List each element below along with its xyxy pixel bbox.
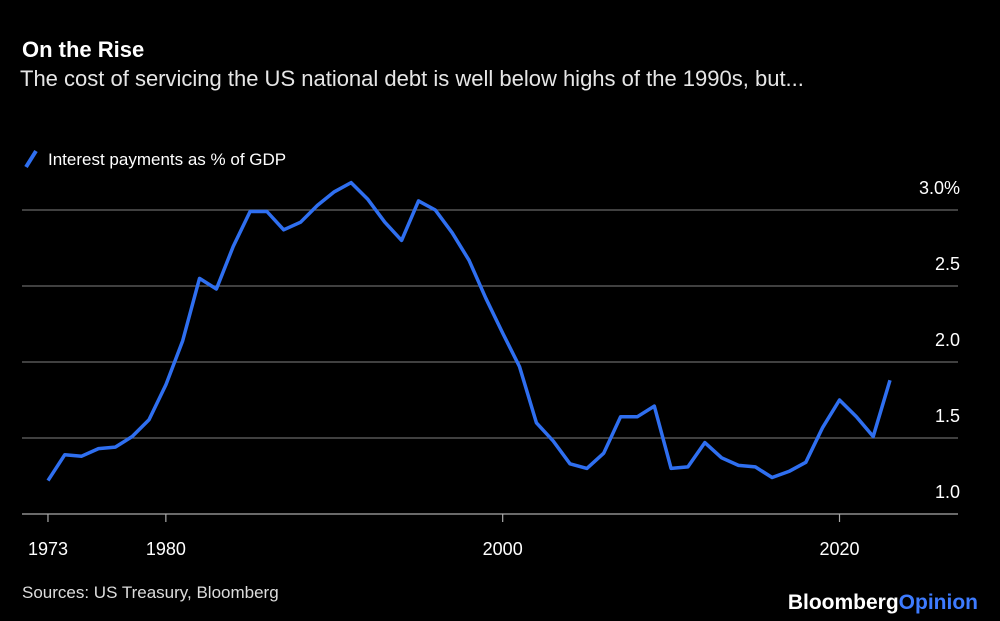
legend-swatch	[24, 149, 38, 169]
x-tick-label: 2000	[483, 539, 523, 559]
y-tick-label: 3.0%	[919, 178, 960, 198]
y-tick-label: 2.5	[935, 254, 960, 274]
logo-brand: Bloomberg	[788, 591, 899, 614]
legend-label: Interest payments as % of GDP	[48, 150, 286, 169]
y-tick-label: 2.0	[935, 330, 960, 350]
series-line	[46, 180, 892, 482]
y-tick-label: 1.5	[935, 406, 960, 426]
subtitle-box: The cost of servicing the US national de…	[20, 66, 804, 91]
x-tick-label: 1973	[28, 539, 68, 559]
y-tick-label: 1.0	[935, 482, 960, 502]
source: Sources: US Treasury, Bloomberg	[22, 583, 279, 602]
chart-title: On the Rise	[22, 37, 144, 62]
x-tick-label: 2020	[819, 539, 859, 559]
logo: BloombergOpinion	[788, 591, 978, 614]
chart-subtitle: The cost of servicing the US national de…	[20, 66, 804, 91]
x-tick-label: 1980	[146, 539, 186, 559]
logo-suffix: Opinion	[899, 591, 978, 614]
